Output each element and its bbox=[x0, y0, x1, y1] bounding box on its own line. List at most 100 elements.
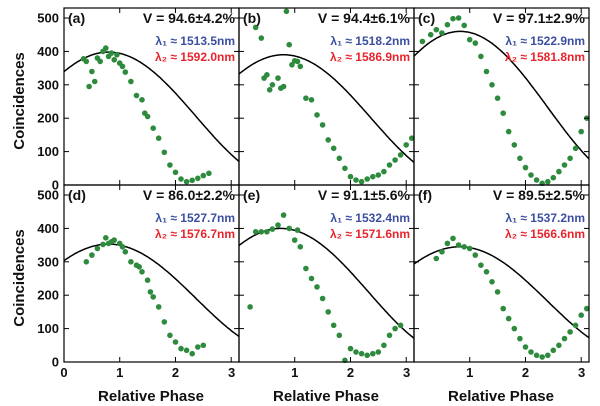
data-point bbox=[567, 155, 573, 162]
x-tick-label: 2 bbox=[522, 365, 529, 380]
data-point bbox=[167, 332, 173, 339]
data-point bbox=[297, 63, 304, 70]
data-point bbox=[286, 225, 293, 232]
data-point bbox=[539, 354, 545, 360]
data-point bbox=[517, 155, 523, 162]
data-point bbox=[280, 83, 287, 90]
panel-label: (b) bbox=[243, 10, 261, 26]
visibility-label: V = 91.1±5.6% bbox=[318, 187, 411, 203]
data-point bbox=[358, 178, 365, 185]
data-point bbox=[397, 322, 404, 329]
lambda1-label: λ₁ ≈ 1537.2nm bbox=[505, 211, 585, 225]
data-point bbox=[517, 335, 523, 342]
data-point bbox=[511, 325, 518, 332]
data-point bbox=[294, 227, 301, 233]
data-point bbox=[478, 53, 484, 60]
x-tick-label: 2 bbox=[172, 365, 179, 380]
y-tick-label: 100 bbox=[37, 321, 59, 336]
panel-3: 0 100 200 300 400 500 0 1 2 3 (d) V = 86.0±2.2% λ₁ ≈… bbox=[37, 184, 240, 380]
panel-label: (d) bbox=[68, 187, 86, 203]
data-point bbox=[108, 50, 115, 56]
data-point bbox=[286, 41, 293, 48]
data-point bbox=[111, 57, 117, 63]
data-point bbox=[342, 165, 348, 172]
fit-curve bbox=[238, 54, 415, 163]
data-point bbox=[308, 97, 315, 103]
x-tick-label: 1 bbox=[466, 365, 473, 380]
data-point bbox=[325, 137, 332, 143]
data-point bbox=[419, 38, 426, 45]
data-point bbox=[119, 63, 126, 70]
data-point bbox=[494, 95, 501, 101]
data-point bbox=[83, 259, 90, 265]
data-point bbox=[572, 145, 579, 152]
lambda2-label: λ₂ ≈ 1566.6nm bbox=[505, 227, 585, 241]
data-point bbox=[144, 113, 151, 120]
data-point bbox=[550, 347, 557, 354]
data-point bbox=[275, 222, 281, 228]
data-point bbox=[556, 342, 562, 349]
data-point bbox=[358, 350, 365, 357]
data-point bbox=[200, 172, 207, 179]
data-point bbox=[494, 289, 501, 295]
lambda1-label: λ₁ ≈ 1532.4nm bbox=[330, 211, 410, 225]
data-point bbox=[314, 112, 320, 118]
x-tick-label: 3 bbox=[228, 365, 235, 380]
data-point bbox=[144, 277, 151, 284]
fit-curve bbox=[63, 243, 240, 338]
data-point bbox=[189, 177, 195, 184]
data-point bbox=[200, 342, 207, 349]
data-point bbox=[139, 97, 145, 103]
data-point bbox=[439, 249, 445, 255]
data-point bbox=[139, 269, 145, 275]
data-point bbox=[427, 31, 434, 38]
data-point bbox=[397, 152, 404, 158]
panel-0: 0 100 200 300 400 500 (a) V = 94.6±4.2% λ₁ ≈ 151… bbox=[37, 7, 240, 193]
x-tick-label: 1 bbox=[116, 365, 123, 380]
data-point bbox=[461, 22, 468, 29]
y-tick-label: 500 bbox=[37, 188, 59, 203]
x-tick-label: 2 bbox=[347, 365, 354, 380]
data-point bbox=[444, 240, 451, 247]
x-axis-label-3: Relative Phase bbox=[448, 388, 554, 405]
data-point bbox=[91, 78, 98, 85]
data-point bbox=[500, 110, 507, 116]
data-point bbox=[155, 135, 162, 141]
y-tick-label: 0 bbox=[52, 355, 59, 370]
x-tick-label: 1 bbox=[291, 365, 298, 380]
data-point bbox=[336, 155, 343, 162]
data-point bbox=[545, 352, 551, 359]
fit-curve bbox=[238, 227, 415, 339]
data-point bbox=[97, 58, 103, 65]
data-point bbox=[128, 259, 134, 265]
data-point bbox=[561, 335, 568, 342]
data-point bbox=[94, 245, 101, 252]
data-point bbox=[280, 212, 287, 218]
x-tick-label: 0 bbox=[60, 365, 67, 380]
data-point bbox=[247, 304, 253, 310]
data-point bbox=[264, 72, 270, 78]
data-point bbox=[375, 172, 382, 178]
data-point bbox=[522, 164, 529, 171]
data-point bbox=[489, 82, 495, 88]
data-point bbox=[172, 169, 179, 176]
lambda1-label: λ₁ ≈ 1518.2nm bbox=[330, 34, 410, 48]
data-point bbox=[567, 329, 573, 335]
panel-label: (f) bbox=[418, 187, 432, 203]
data-point bbox=[381, 168, 387, 175]
data-point bbox=[122, 249, 129, 255]
data-point bbox=[195, 344, 201, 350]
visibility-label: V = 86.0±2.2% bbox=[143, 187, 236, 203]
data-point bbox=[511, 142, 518, 148]
data-point bbox=[147, 289, 154, 295]
y-tick-label: 400 bbox=[37, 44, 59, 59]
data-point bbox=[466, 245, 473, 252]
data-point bbox=[133, 92, 140, 99]
data-point bbox=[478, 262, 484, 269]
lambda2-label: λ₂ ≈ 1592.0nm bbox=[155, 50, 235, 64]
data-point bbox=[150, 294, 156, 300]
visibility-label: V = 89.5±2.5% bbox=[493, 187, 586, 203]
panel-label: (a) bbox=[68, 10, 85, 26]
data-point bbox=[386, 332, 393, 339]
